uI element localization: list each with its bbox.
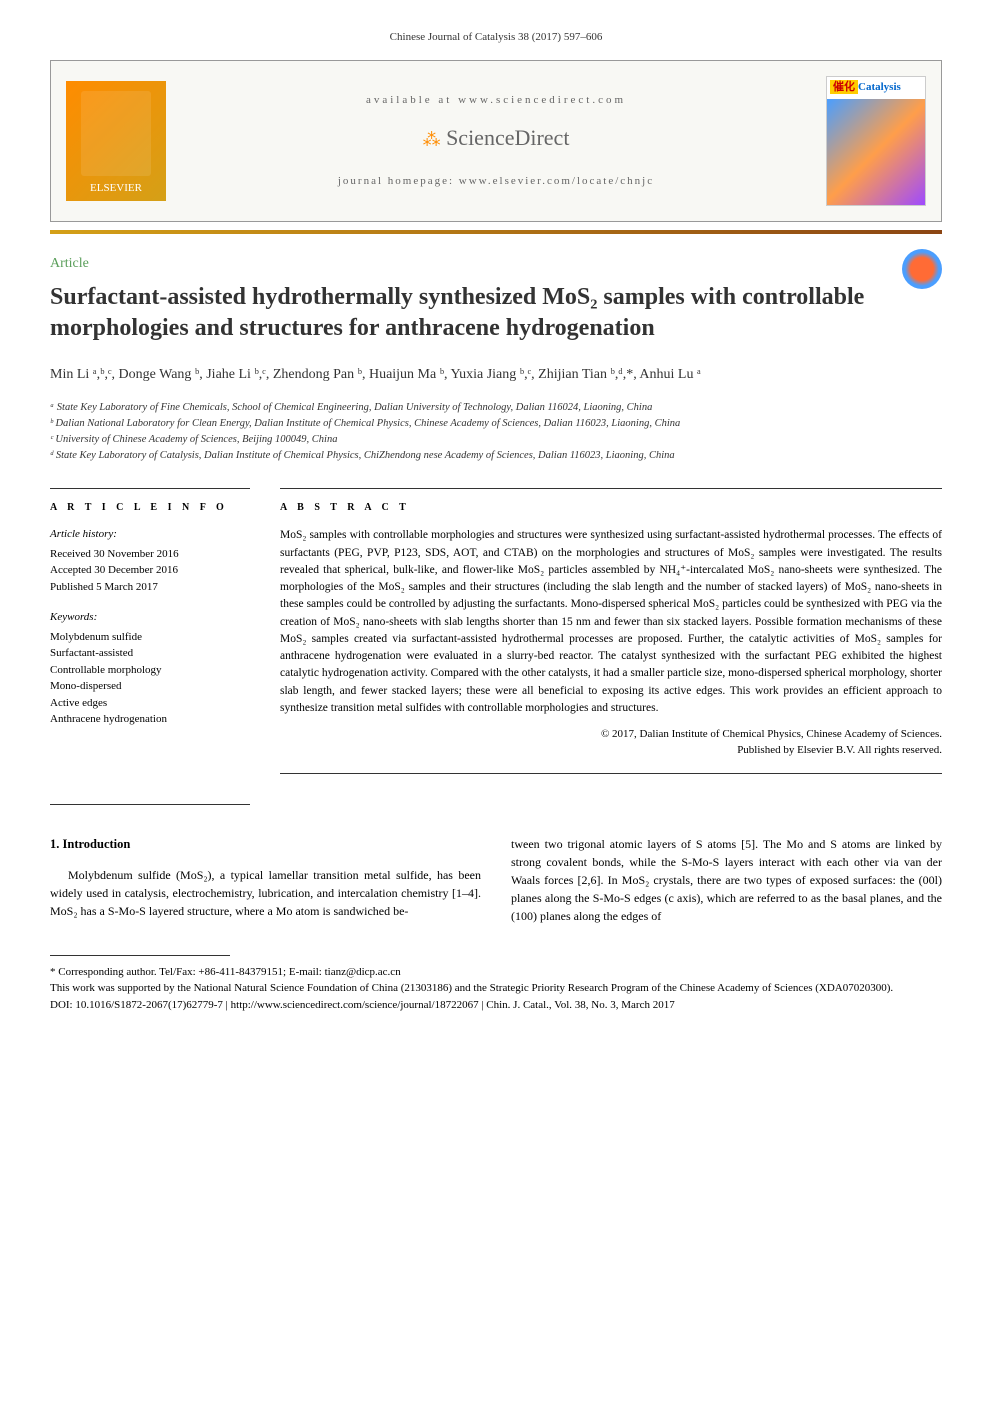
abstract-heading: A B S T R A C T [280, 501, 942, 515]
article-title: Surfactant-assisted hydrothermally synth… [50, 282, 870, 344]
body-paragraph-2: tween two trigonal atomic layers of S at… [511, 835, 942, 925]
keywords-label: Keywords: [50, 610, 250, 625]
keyword: Surfactant-assisted [50, 645, 250, 662]
crossmark-icon[interactable] [902, 249, 942, 289]
sciencedirect-logo: ⁂ ScienceDirect [186, 123, 806, 154]
journal-cover-image [827, 99, 925, 206]
keyword: Molybdenum sulfide [50, 629, 250, 646]
article-info-column: A R T I C L E I N F O Article history: R… [50, 488, 250, 774]
body-column-left: 1. Introduction Molybdenum sulfide (MoS₂… [50, 835, 481, 925]
journal-banner: ELSEVIER available at www.sciencedirect.… [50, 60, 942, 222]
elsevier-logo: ELSEVIER [66, 81, 166, 201]
corresponding-author: * Corresponding author. Tel/Fax: +86-411… [50, 964, 942, 981]
affiliations-block: ᵃ State Key Laboratory of Fine Chemicals… [50, 400, 942, 463]
keyword: Active edges [50, 695, 250, 712]
authors-list: Min Li ᵃ,ᵇ,ᶜ, Donge Wang ᵇ, Jiahe Li ᵇ,ᶜ… [50, 364, 942, 385]
body-column-right: tween two trigonal atomic layers of S at… [511, 835, 942, 925]
keyword: Anthracene hydrogenation [50, 711, 250, 728]
elsevier-text: ELSEVIER [90, 181, 142, 196]
info-abstract-row: A R T I C L E I N F O Article history: R… [50, 488, 942, 774]
separator-bar [50, 230, 942, 234]
abstract-separator [280, 773, 942, 774]
copyright-line-2: Published by Elsevier B.V. All rights re… [280, 743, 942, 758]
section-1-heading: 1. Introduction [50, 835, 481, 854]
affiliation-a: ᵃ State Key Laboratory of Fine Chemicals… [50, 400, 942, 416]
history-label: Article history: [50, 527, 250, 542]
abstract-text: MoS₂ samples with controllable morpholog… [280, 527, 942, 717]
copyright-block: © 2017, Dalian Institute of Chemical Phy… [280, 727, 942, 758]
footer-notes: * Corresponding author. Tel/Fax: +86-411… [50, 964, 942, 1014]
body-paragraph-1: Molybdenum sulfide (MoS₂), a typical lam… [50, 866, 481, 920]
journal-cover-thumbnail: 催化Catalysis [826, 76, 926, 206]
article-info-heading: A R T I C L E I N F O [50, 501, 250, 515]
article-type-label: Article [50, 254, 942, 274]
available-at-text: available at www.sciencedirect.com [186, 93, 806, 108]
body-columns: 1. Introduction Molybdenum sulfide (MoS₂… [50, 835, 942, 925]
sciencedirect-dots-icon: ⁂ [423, 130, 441, 150]
history-dates: Received 30 November 2016 Accepted 30 De… [50, 546, 250, 596]
funding-note: This work was supported by the National … [50, 980, 942, 997]
sciencedirect-text: ScienceDirect [446, 125, 569, 150]
abstract-column: A B S T R A C T MoS₂ samples with contro… [280, 488, 942, 774]
received-date: Received 30 November 2016 [50, 546, 250, 563]
keywords-list: Molybdenum sulfide Surfactant-assisted C… [50, 629, 250, 728]
affiliation-c: ᶜ University of Chinese Academy of Scien… [50, 432, 942, 448]
affiliation-d: ᵈ State Key Laboratory of Catalysis, Dal… [50, 448, 942, 464]
journal-cover-title: 催化Catalysis [827, 77, 925, 98]
info-separator [50, 804, 250, 805]
banner-center: available at www.sciencedirect.com ⁂ Sci… [166, 93, 826, 190]
doi-line: DOI: 10.1016/S1872-2067(17)62779-7 | htt… [50, 997, 942, 1014]
accepted-date: Accepted 30 December 2016 [50, 562, 250, 579]
footer-separator [50, 955, 230, 956]
published-date: Published 5 March 2017 [50, 579, 250, 596]
keyword: Controllable morphology [50, 662, 250, 679]
copyright-line-1: © 2017, Dalian Institute of Chemical Phy… [280, 727, 942, 742]
page-header: Chinese Journal of Catalysis 38 (2017) 5… [50, 30, 942, 45]
keyword: Mono-dispersed [50, 678, 250, 695]
affiliation-b: ᵇ Dalian National Laboratory for Clean E… [50, 416, 942, 432]
journal-homepage-text: journal homepage: www.elsevier.com/locat… [186, 174, 806, 189]
